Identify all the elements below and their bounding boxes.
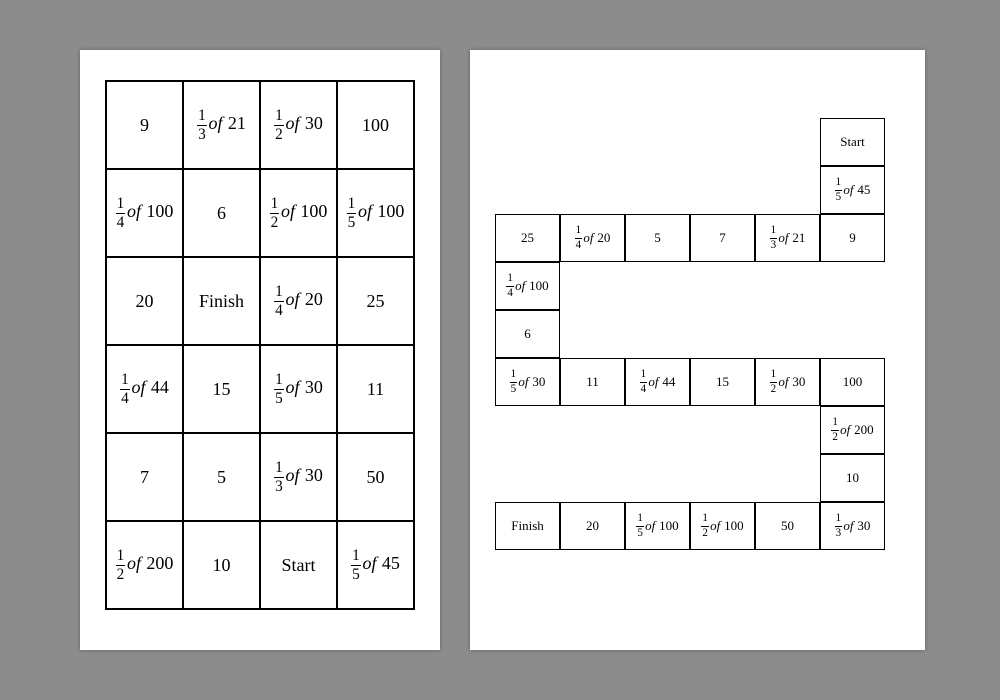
fraction-maze: Start15of452514of205713of21914of100615of… (490, 118, 910, 598)
maze-cell-r4c1: 6 (495, 310, 560, 358)
table-row: 913of2112of30100 (106, 81, 414, 169)
left-page: 913of2112of3010014of100612of10015of10020… (80, 50, 440, 650)
table-cell: 12of30 (260, 81, 337, 169)
table-cell: 12of100 (260, 169, 337, 257)
maze-cell-r5c5: 12of30 (755, 358, 820, 406)
maze-cell-r5c6: 100 (820, 358, 885, 406)
table-row: 14of100612of10015of100 (106, 169, 414, 257)
maze-cell-r8c1: Finish (495, 502, 560, 550)
maze-cell-r5c1: 15of30 (495, 358, 560, 406)
table-cell: 100 (337, 81, 414, 169)
maze-cell-r7c6: 10 (820, 454, 885, 502)
table-cell: Start (260, 521, 337, 609)
table-cell: 9 (106, 81, 183, 169)
table-row: 14of441515of3011 (106, 345, 414, 433)
table-cell: Finish (183, 257, 260, 345)
table-cell: 6 (183, 169, 260, 257)
table-row: 20Finish14of2025 (106, 257, 414, 345)
maze-cell-r2c1: 25 (495, 214, 560, 262)
maze-cell-r2c6: 9 (820, 214, 885, 262)
maze-cell-r8c2: 20 (560, 502, 625, 550)
table-cell: 13of30 (260, 433, 337, 521)
maze-cell-r1c6: 15of45 (820, 166, 885, 214)
table-cell: 13of21 (183, 81, 260, 169)
maze-cell-r8c6: 13of30 (820, 502, 885, 550)
maze-cell-r2c4: 7 (690, 214, 755, 262)
table-cell: 7 (106, 433, 183, 521)
right-page: Start15of452514of205713of21914of100615of… (470, 50, 925, 650)
table-cell: 14of44 (106, 345, 183, 433)
maze-cell-r2c5: 13of21 (755, 214, 820, 262)
maze-cell-r8c5: 50 (755, 502, 820, 550)
maze-cell-r5c2: 11 (560, 358, 625, 406)
maze-cell-r2c2: 14of20 (560, 214, 625, 262)
maze-cell-r3c1: 14of100 (495, 262, 560, 310)
table-cell: 15of100 (337, 169, 414, 257)
table-cell: 14of100 (106, 169, 183, 257)
table-cell: 12of200 (106, 521, 183, 609)
fraction-table: 913of2112of3010014of100612of10015of10020… (105, 80, 415, 610)
table-cell: 20 (106, 257, 183, 345)
stage: 913of2112of3010014of100612of10015of10020… (0, 0, 1000, 700)
table-cell: 11 (337, 345, 414, 433)
maze-cell-start: Start (820, 118, 885, 166)
table-cell: 50 (337, 433, 414, 521)
table-row: 12of20010Start15of45 (106, 521, 414, 609)
table-cell: 15of30 (260, 345, 337, 433)
table-cell: 14of20 (260, 257, 337, 345)
table-cell: 15of45 (337, 521, 414, 609)
maze-cell-r8c4: 12of100 (690, 502, 755, 550)
maze-cell-r2c3: 5 (625, 214, 690, 262)
maze-cell-r5c3: 14of44 (625, 358, 690, 406)
table-cell: 5 (183, 433, 260, 521)
table-cell: 25 (337, 257, 414, 345)
table-cell: 15 (183, 345, 260, 433)
table-cell: 10 (183, 521, 260, 609)
maze-cell-r8c3: 15of100 (625, 502, 690, 550)
table-row: 7513of3050 (106, 433, 414, 521)
maze-cell-r6c6: 12of200 (820, 406, 885, 454)
maze-cell-r5c4: 15 (690, 358, 755, 406)
